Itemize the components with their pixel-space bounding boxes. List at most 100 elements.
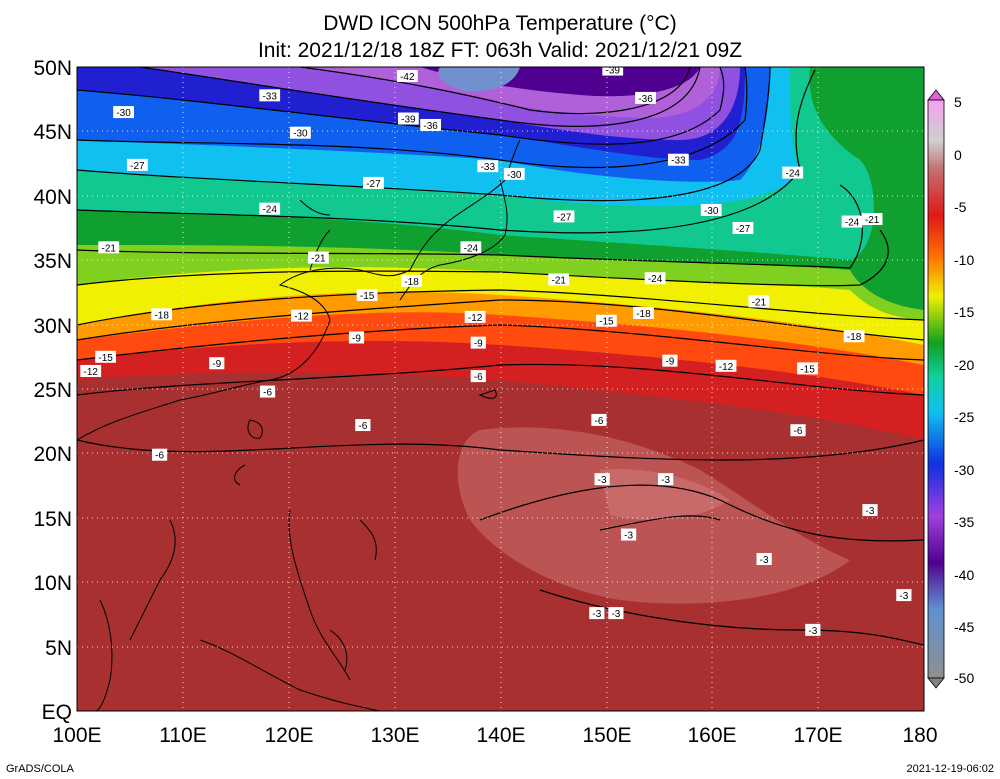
contour-label-box <box>363 176 384 189</box>
contour-label: -9 <box>474 339 483 350</box>
contour-lines <box>77 67 924 646</box>
contour-label: -18 <box>847 332 862 343</box>
contour-label: -21 <box>102 243 117 254</box>
contour-label-box <box>259 89 281 102</box>
contour-label-box <box>503 167 525 180</box>
contour-label-box <box>259 202 281 215</box>
lon-tick-label: 100E <box>52 724 101 747</box>
colorbar-label: -30 <box>954 462 974 478</box>
lon-tick-label: 180 <box>902 724 937 747</box>
contour-label: -12 <box>294 312 309 323</box>
contour-label-box <box>355 419 371 432</box>
contour-label: -15 <box>360 291 375 302</box>
contour-label: -21 <box>752 297 767 308</box>
contour-label: -15 <box>599 317 614 328</box>
colorbar-label: -20 <box>954 357 974 373</box>
colorbar-top-arrow <box>927 89 945 101</box>
contour-label: -12 <box>719 362 734 373</box>
contour-label-box <box>259 385 276 398</box>
contour-label-box <box>595 314 617 327</box>
contour-label: -6 <box>595 416 604 427</box>
colorbar-label: -15 <box>954 304 974 320</box>
contour-label: -3 <box>624 531 633 542</box>
contour-label: -33 <box>671 156 686 167</box>
contour-label: -21 <box>311 254 326 265</box>
contour-label-box <box>209 357 225 370</box>
lat-tick-label: 10N <box>33 572 72 595</box>
contour-label: -24 <box>648 274 663 285</box>
contour-label-box <box>805 623 821 636</box>
contour-label-box <box>401 274 422 287</box>
contour-label: -18 <box>636 309 651 320</box>
contour-label: -30 <box>507 170 522 181</box>
contour-label: -15 <box>800 364 815 375</box>
colorbar-label: -35 <box>954 514 974 530</box>
contour-label-box <box>797 362 818 375</box>
contour-label: -33 <box>262 91 277 102</box>
contour-label: -6 <box>263 388 272 399</box>
map-title-line1: DWD ICON 500hPa Temperature (°C) <box>323 12 676 35</box>
lat-tick-label: 15N <box>33 508 72 531</box>
lat-tick-label: 50N <box>33 57 72 80</box>
contour-label-box <box>658 473 674 486</box>
footer-left: GrADS/COLA <box>6 763 75 775</box>
colorbar-label: -10 <box>954 252 974 268</box>
contour-label: -15 <box>98 353 113 364</box>
contour-label: -6 <box>474 372 483 383</box>
contour-label-box <box>470 370 486 383</box>
colorbar-label: -25 <box>954 409 974 425</box>
lat-tick-label: 40N <box>33 186 72 209</box>
contour-label: -18 <box>404 277 419 288</box>
contour-label-box <box>151 448 168 461</box>
lat-tick-label: 25N <box>33 379 72 402</box>
lon-tick-label: 150E <box>582 724 631 747</box>
contour-label: -3 <box>611 609 620 620</box>
contour-label-box <box>356 288 378 301</box>
contour-label: -30 <box>293 129 308 140</box>
colorbar-bottom-arrow <box>927 677 945 689</box>
contour-label: -12 <box>84 367 99 378</box>
lat-tick-label: 30N <box>33 315 72 338</box>
contour-label-box <box>151 308 173 321</box>
contour-label: -24 <box>845 218 860 229</box>
longitude-axis: 100E 110E 120E 130E 140E 150E 160E 170E … <box>52 724 937 747</box>
contour-label-box <box>861 212 883 225</box>
contour-label-box <box>782 166 804 179</box>
contour-label-box <box>470 336 486 349</box>
grid-lines <box>77 67 924 711</box>
contour-label: -9 <box>212 359 221 370</box>
contour-label: -24 <box>464 243 479 254</box>
colorbar-label: -40 <box>954 567 974 583</box>
contour-label-box <box>896 589 912 602</box>
contour-label-box <box>113 106 134 119</box>
contour-label-box <box>396 70 418 83</box>
map-title-line2: Init: 2021/12/18 18Z FT: 063h Valid: 202… <box>258 39 742 62</box>
contour-label: -3 <box>808 626 817 637</box>
colorbar-label: -45 <box>954 619 974 635</box>
colorbar-gradient <box>927 99 945 679</box>
contour-label-box <box>348 331 365 344</box>
contour-label-box <box>843 330 865 343</box>
lat-tick-label: EQ <box>42 701 72 724</box>
colorbar: 5 0 -5 -10 -15 -20 -25 -30 -35 -40 -45 -… <box>927 89 974 689</box>
lon-tick-label: 110E <box>159 724 207 747</box>
contour-label: -24 <box>262 205 277 216</box>
contour-label: -27 <box>736 224 751 235</box>
contour-label-box <box>80 364 102 377</box>
contour-label: -36 <box>423 121 438 132</box>
contour-label: -18 <box>154 310 169 321</box>
contour-label-box <box>644 272 666 285</box>
contour-label-box <box>633 307 654 320</box>
contour-label: -24 <box>785 169 800 180</box>
contour-label: -21 <box>552 276 567 287</box>
contour-label: -3 <box>592 609 601 620</box>
contour-label-box <box>95 350 116 363</box>
contour-label: -27 <box>366 179 381 190</box>
contour-label-box <box>662 354 678 367</box>
contour-label-box <box>700 203 722 216</box>
contour-label: -30 <box>704 206 719 217</box>
contour-label: -9 <box>665 357 674 368</box>
contour-label-box <box>621 528 637 541</box>
contour-label-box <box>591 413 607 426</box>
